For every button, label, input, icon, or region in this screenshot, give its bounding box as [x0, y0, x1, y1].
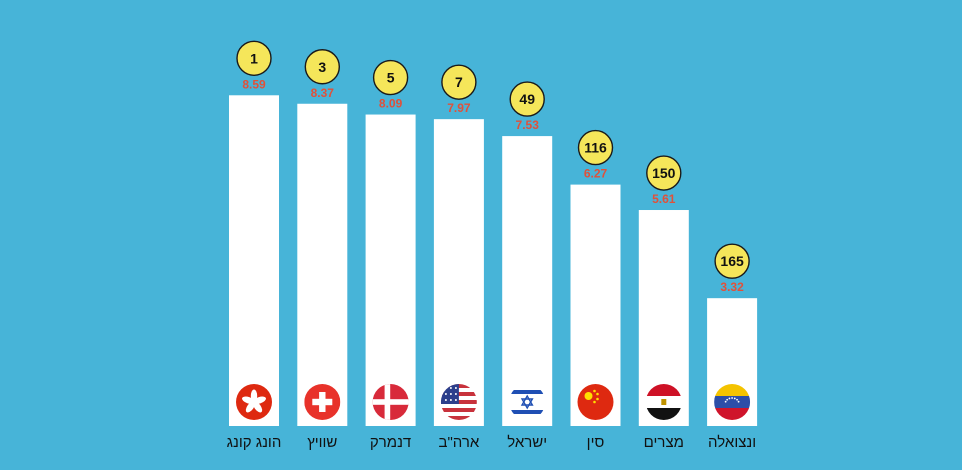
value-label: 7.97: [447, 101, 471, 115]
rank-label: 116: [584, 140, 607, 156]
category-label: שוויץ: [307, 434, 337, 451]
rank-label: 7: [455, 74, 463, 90]
star: [733, 397, 736, 400]
cross-h: [372, 399, 409, 405]
bar: [365, 114, 416, 426]
rank-label: 1: [250, 50, 258, 66]
egypt-flag-icon: [645, 384, 682, 420]
bauhinia-petal: [245, 401, 256, 413]
denmark-flag-icon: [372, 384, 409, 420]
value-label: 5.61: [652, 192, 676, 206]
small-star: [593, 389, 596, 393]
rank-badge: [441, 64, 477, 100]
rank-label: 3: [318, 59, 326, 75]
bar: [229, 95, 279, 426]
value-label: 6.27: [584, 167, 608, 181]
rank-badge: [372, 59, 409, 96]
category-label: דנמרק: [370, 434, 411, 451]
small-star: [596, 397, 599, 401]
star: [724, 400, 727, 403]
small-star: [596, 392, 599, 396]
star: [731, 397, 733, 399]
rank-badge: [714, 243, 750, 279]
cross-v: [384, 384, 391, 420]
category-label: ישראל: [507, 434, 547, 451]
category-label: ארה"ב: [439, 434, 480, 451]
star: [454, 393, 457, 395]
rank-label: 49: [519, 91, 535, 107]
rank-badge: [236, 40, 272, 76]
value-label: 8.59: [242, 77, 266, 91]
rank-label: 5: [387, 70, 395, 86]
stripe-top: [509, 390, 546, 394]
band-black: [645, 408, 682, 420]
star-of-david: [520, 394, 534, 406]
value-label: 8.09: [379, 97, 403, 111]
bar: [297, 103, 348, 426]
star: [444, 393, 447, 395]
rank-label: 165: [720, 253, 744, 269]
stripe-bottom: [509, 410, 546, 414]
usa-flag-icon: [440, 384, 477, 420]
category-label: סין: [587, 434, 605, 451]
rank-label: 150: [652, 165, 676, 181]
band-blue: [714, 396, 751, 408]
flag-bg: [509, 384, 546, 420]
band-red: [714, 408, 751, 420]
stripe: [440, 408, 477, 412]
rank-badge: [509, 81, 545, 117]
category-label: הונג קונג: [227, 434, 282, 451]
band-red: [645, 384, 682, 396]
stripe: [440, 416, 477, 420]
cross-v: [319, 392, 326, 412]
rank-badge: [646, 155, 682, 191]
star: [449, 393, 452, 395]
big-star: [584, 392, 593, 400]
star: [454, 387, 457, 389]
bauhinia-petal: [242, 396, 255, 404]
star: [726, 398, 729, 401]
star: [449, 387, 452, 389]
star: [736, 398, 738, 401]
bar: [502, 136, 553, 426]
category-label: ונצואלה: [708, 434, 756, 451]
bauhinia-petal: [252, 401, 263, 413]
switzerland-flag-icon: [304, 384, 341, 420]
rank-badge: [577, 129, 614, 166]
hong-kong-flag-icon: [236, 384, 272, 420]
value-label: 7.53: [516, 118, 540, 132]
bar: [433, 119, 484, 426]
star-of-david: [520, 398, 534, 410]
star: [444, 399, 447, 401]
china-flag-icon: [577, 384, 614, 420]
category-label: מצרים: [644, 434, 684, 451]
small-star: [593, 400, 596, 404]
star: [728, 397, 731, 400]
band-yellow: [714, 384, 751, 396]
venezuela-flag-icon: [714, 384, 751, 420]
star: [449, 399, 452, 401]
star: [454, 399, 457, 401]
value-label: 3.32: [720, 280, 744, 294]
star: [737, 400, 740, 403]
israel-flag-icon: [509, 384, 546, 420]
eagle: [661, 399, 667, 405]
rank-badge: [304, 49, 340, 85]
value-label: 8.37: [311, 86, 335, 100]
